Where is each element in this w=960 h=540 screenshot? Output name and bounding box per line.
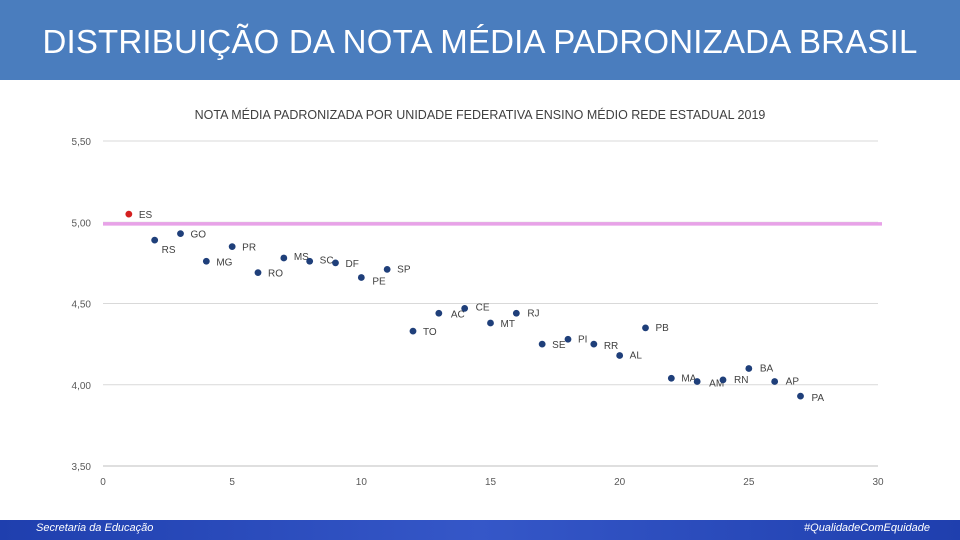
- point-label-rj: RJ: [527, 308, 539, 319]
- data-point-rj: [512, 309, 520, 317]
- point-label-go: GO: [191, 230, 207, 241]
- y-tick-label: 4,00: [72, 381, 92, 392]
- x-tick-label: 20: [614, 477, 626, 488]
- point-label-pa: PA: [812, 393, 825, 404]
- data-point-ro: [254, 269, 262, 277]
- data-point-ac: [435, 309, 443, 317]
- chart-area: NOTA MÉDIA PADRONIZADA POR UNIDADE FEDER…: [0, 96, 960, 506]
- point-label-pr: PR: [242, 243, 256, 254]
- point-label-ma: MA: [681, 373, 696, 384]
- data-point-rn: [719, 376, 727, 384]
- data-point-ce: [461, 304, 469, 312]
- point-label-ro: RO: [268, 269, 283, 280]
- point-label-ba: BA: [760, 364, 774, 375]
- point-label-to: TO: [423, 327, 437, 338]
- point-label-ap: AP: [786, 377, 800, 388]
- scatter-chart: 3,50 4,00 4,50 5,00 5,50 0 5 10 15 20 25 30 ES RS GO MG…: [72, 137, 884, 488]
- x-tick-label: 0: [100, 477, 106, 488]
- data-point-sc: [306, 257, 314, 265]
- point-label-rs: RS: [162, 245, 176, 256]
- data-point-pr: [228, 243, 236, 251]
- data-point-ms: [280, 254, 288, 262]
- y-tick-label: 3,50: [72, 462, 92, 473]
- data-point-pa: [797, 392, 804, 400]
- footer-bar: Secretaria da Educação #QualidadeComEqui…: [0, 520, 960, 540]
- data-point-ma: [667, 374, 675, 382]
- point-label-pi: PI: [578, 334, 587, 345]
- point-label-sp: SP: [397, 264, 411, 275]
- point-label-es: ES: [139, 210, 153, 221]
- footer-hashtag: #QualidadeComEquidade: [804, 522, 930, 534]
- data-point-go: [177, 230, 184, 238]
- data-point-ap: [771, 378, 779, 385]
- chart-title: NOTA MÉDIA PADRONIZADA POR UNIDADE FEDER…: [194, 108, 766, 122]
- point-label-mt: MT: [501, 319, 515, 330]
- point-label-df: DF: [346, 259, 359, 270]
- point-label-se: SE: [552, 340, 566, 351]
- point-label-al: AL: [630, 351, 643, 362]
- data-point-mg: [202, 257, 210, 265]
- point-label-ce: CE: [476, 302, 490, 313]
- x-tick-label: 15: [485, 477, 497, 488]
- point-label-ac: AC: [451, 309, 465, 320]
- y-tick-label: 4,50: [72, 300, 92, 311]
- data-point-ba: [745, 365, 753, 372]
- x-tick-label: 10: [356, 477, 368, 488]
- point-label-sc: SC: [320, 255, 334, 266]
- data-point-sp: [383, 265, 391, 273]
- point-label-am: AM: [709, 379, 724, 390]
- page-title: DISTRIBUIÇÃO DA NOTA MÉDIA PADRONIZADA B…: [42, 23, 918, 60]
- point-label-rn: RN: [734, 375, 748, 386]
- point-label-pe: PE: [372, 277, 386, 288]
- point-label-ms: MS: [294, 252, 309, 263]
- data-point-mt: [487, 319, 494, 327]
- data-point-am: [693, 378, 701, 385]
- x-tick-label: 30: [872, 477, 884, 488]
- y-tick-label: 5,00: [72, 218, 92, 229]
- x-tick-label: 5: [229, 477, 235, 488]
- data-point-al: [616, 352, 624, 359]
- data-point-pe: [357, 274, 365, 281]
- data-point-se: [538, 340, 546, 348]
- data-point-pi: [564, 335, 572, 343]
- x-tick-label: 25: [743, 477, 755, 488]
- data-point-rs: [151, 236, 159, 244]
- data-point-pb: [642, 324, 649, 332]
- point-label-pb: PB: [656, 323, 670, 334]
- footer-secretaria: Secretaria da Educação: [36, 522, 154, 534]
- title-banner: DISTRIBUIÇÃO DA NOTA MÉDIA PADRONIZADA B…: [0, 0, 960, 80]
- data-point-df: [332, 259, 339, 267]
- y-tick-label: 5,50: [72, 137, 92, 148]
- point-label-rr: RR: [604, 341, 618, 352]
- data-point-es: [125, 210, 133, 218]
- data-point-to: [409, 327, 417, 335]
- data-point-rr: [590, 340, 598, 348]
- point-label-mg: MG: [216, 257, 232, 268]
